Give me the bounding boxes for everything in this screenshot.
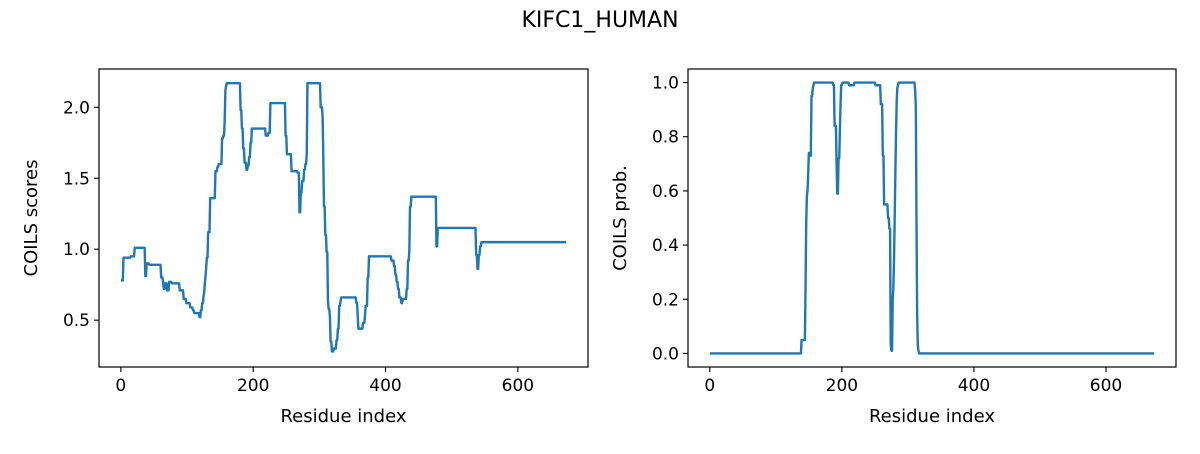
x-tick-label: 400 bbox=[369, 376, 401, 396]
x-tick-label: 600 bbox=[1090, 376, 1122, 396]
series-line-0 bbox=[120, 81, 567, 353]
chart-coils-prob: 0 200 400 600 0.0 0.2 0.4 0.6 0.8 1.0 Residue inde… bbox=[610, 68, 1177, 427]
x-axis-label: Residue index bbox=[869, 406, 995, 427]
x-tick-label: 200 bbox=[237, 376, 269, 396]
x-axis-label: Residue index bbox=[280, 406, 406, 427]
x-tick-label: 0 bbox=[704, 376, 715, 396]
y-tick-label: 2.0 bbox=[63, 98, 90, 118]
x-tick-label: 200 bbox=[826, 376, 858, 396]
y-tick-label: 1.0 bbox=[63, 240, 90, 260]
series-line-0 bbox=[709, 81, 1155, 355]
chart-coils-scores: 0 200 400 600 0.5 1.0 1.5 2.0 Residue index COILS… bbox=[21, 68, 589, 427]
y-tick-label: 0.0 bbox=[652, 344, 679, 364]
y-tick-label: 0.2 bbox=[652, 290, 679, 310]
y-tick-label: 0.6 bbox=[652, 182, 679, 202]
y-tick-label: 0.5 bbox=[63, 311, 90, 331]
y-axis-label: COILS scores bbox=[21, 160, 42, 277]
y-tick-label: 0.4 bbox=[652, 236, 679, 256]
y-axis-label: COILS prob. bbox=[610, 165, 631, 271]
y-tick-label: 1.0 bbox=[652, 74, 679, 94]
x-tick-label: 400 bbox=[958, 376, 990, 396]
figure-title: KIFC1_HUMAN bbox=[521, 8, 678, 33]
x-tick-label: 0 bbox=[115, 376, 126, 396]
y-tick-label: 1.5 bbox=[63, 169, 90, 189]
axes-frame bbox=[98, 68, 589, 368]
y-tick-label: 0.8 bbox=[652, 128, 679, 148]
axes-frame bbox=[687, 68, 1177, 368]
x-tick-label: 600 bbox=[502, 376, 534, 396]
